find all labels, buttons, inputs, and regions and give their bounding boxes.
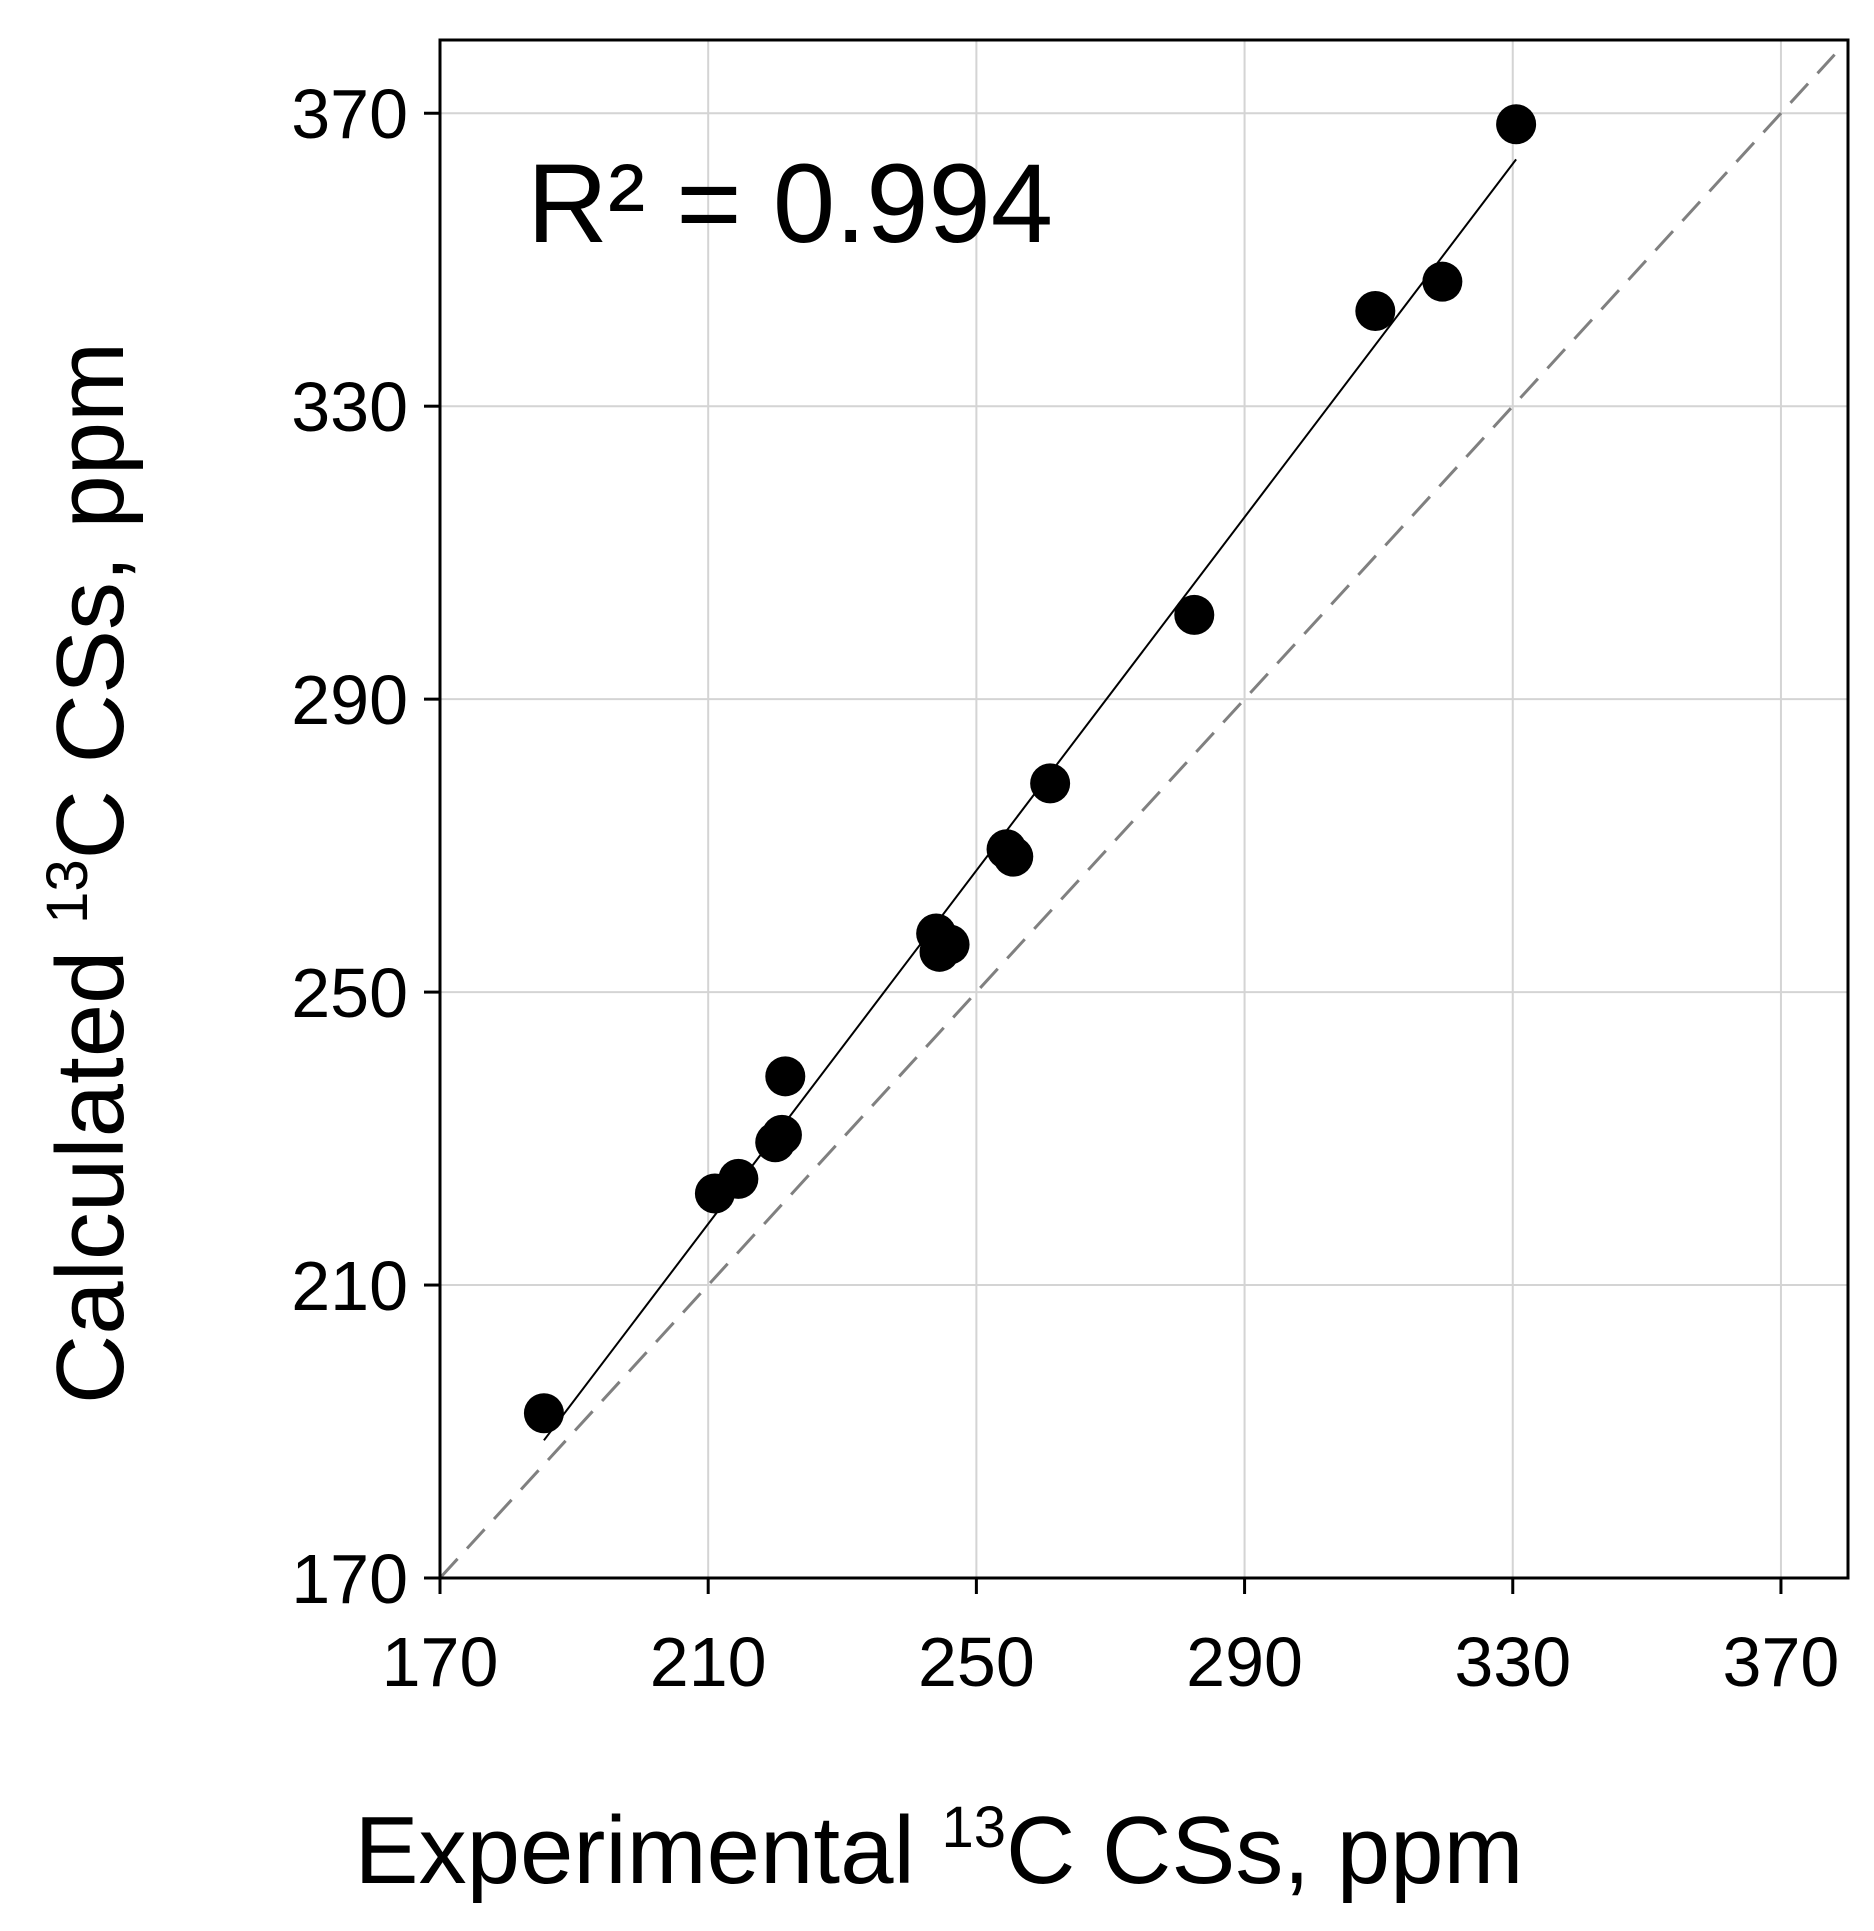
data-points <box>523 104 1537 1434</box>
data-point <box>993 836 1034 877</box>
regression-line <box>543 158 1517 1441</box>
x-axis-title-superscript: 13 <box>941 1795 1006 1860</box>
data-point <box>718 1158 759 1199</box>
x-tick-label: 330 <box>1454 1623 1571 1701</box>
x-tick-label: 370 <box>1723 1623 1840 1701</box>
x-axis-title: Experimental 13C CSs, ppm <box>355 1795 1524 1904</box>
data-point <box>1174 594 1215 635</box>
y-tick-label: 250 <box>291 954 408 1032</box>
r-squared-annotation: R² = 0.994 <box>527 141 1053 266</box>
data-point <box>929 924 970 965</box>
x-tick-label: 290 <box>1186 1623 1303 1701</box>
data-point <box>765 1056 806 1097</box>
x-axis-ticks: 170 210 250 290 330 370 <box>382 1578 1840 1701</box>
y-tick-label: 170 <box>291 1540 408 1618</box>
data-point <box>761 1114 802 1155</box>
x-tick-label: 210 <box>650 1623 767 1701</box>
data-point <box>1496 104 1537 145</box>
plot-frame <box>438 38 1850 1580</box>
y-tick-label: 370 <box>291 75 408 153</box>
data-point <box>1422 261 1463 302</box>
x-tick-label: 170 <box>382 1623 499 1701</box>
data-point <box>1030 763 1071 804</box>
y-tick-label: 290 <box>291 661 408 739</box>
y-tick-label: 330 <box>291 368 408 446</box>
y-tick-label: 210 <box>291 1247 408 1325</box>
y-axis-title-superscript: 13 <box>35 859 100 924</box>
x-axis-title-suffix: C CSs, ppm <box>1006 1797 1523 1904</box>
y-axis-ticks: 170 210 250 290 330 370 <box>291 75 440 1618</box>
y-axis-title: Calculated 13C CSs, ppm <box>35 342 144 1404</box>
data-point <box>523 1393 564 1434</box>
data-point <box>1355 290 1396 331</box>
grid-lines <box>439 40 1848 1579</box>
x-axis-title-prefix: Experimental <box>355 1797 942 1904</box>
identity-line <box>438 53 1836 1580</box>
y-axis-title-prefix: Calculated <box>37 924 144 1404</box>
x-tick-label: 250 <box>918 1623 1035 1701</box>
y-axis-title-suffix: C CSs, ppm <box>37 342 144 859</box>
